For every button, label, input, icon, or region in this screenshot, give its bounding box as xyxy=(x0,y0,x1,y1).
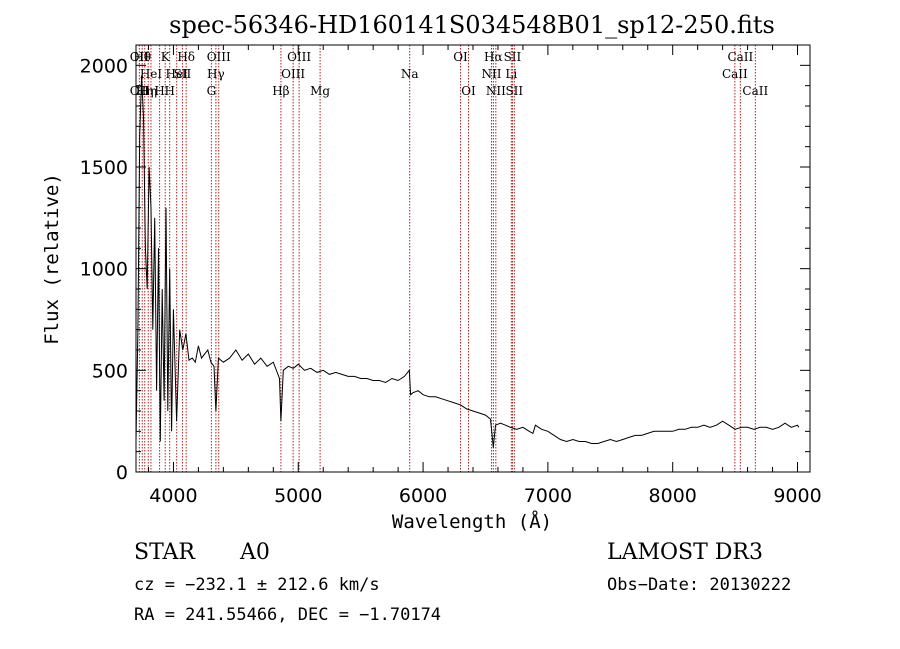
marker-label: CaII xyxy=(742,84,768,98)
chart-title: spec-56346-HD160141S034548B01_sp12-250.f… xyxy=(169,11,775,39)
survey-name: LAMOST DR3 xyxy=(607,540,763,565)
marker-label: HeI xyxy=(140,67,163,81)
redshift-text: cz = −232.1 ± 212.6 km/s xyxy=(134,575,380,595)
marker-label: K xyxy=(161,50,171,64)
y-tick-label: 2000 xyxy=(80,55,128,77)
object-subclass: A0 xyxy=(239,540,270,565)
spectrum-line xyxy=(135,75,800,448)
marker-label: NII xyxy=(481,67,501,81)
y-tick-label: 500 xyxy=(92,360,128,382)
marker-label: OIII xyxy=(281,67,305,81)
x-axis-label: Wavelength (Å) xyxy=(392,510,552,533)
y-axis-label: Flux (relative) xyxy=(41,173,63,345)
marker-label: Hδ xyxy=(177,50,195,64)
obs-date-text: Obs−Date: 20130222 xyxy=(607,575,791,595)
marker-label: SII xyxy=(174,67,192,81)
y-tick-label: 1500 xyxy=(80,157,128,179)
marker-label: Na xyxy=(401,67,419,81)
marker-label: CaII xyxy=(727,50,753,64)
marker-label: CaII xyxy=(722,67,748,81)
marker-label: Mg xyxy=(310,84,330,98)
marker-label: Hγ xyxy=(207,67,225,81)
marker-label: Hη xyxy=(136,84,154,98)
coords-text: RA = 241.55466, DEC = −1.70174 xyxy=(134,605,441,625)
marker-label: OI xyxy=(461,84,476,98)
x-tick-label: 6000 xyxy=(399,485,447,507)
marker-label: OI xyxy=(453,50,468,64)
marker-label: Hβ xyxy=(272,84,289,98)
marker-label: OIII xyxy=(287,50,311,64)
marker-label: H xyxy=(154,84,164,98)
y-axis-ticks: 0 500 1000 1500 2000 xyxy=(80,55,810,484)
marker-label: Hη xyxy=(139,84,157,98)
marker-label: SII xyxy=(504,50,522,64)
marker-label: SII xyxy=(505,84,523,98)
x-axis-ticks: 4000 5000 6000 7000 8000 9000 xyxy=(147,45,822,507)
x-tick-label: 8000 xyxy=(649,485,697,507)
marker-label: Hα xyxy=(484,50,503,64)
marker-label: Hθ xyxy=(133,50,151,64)
marker-labels: OIIOIIHθHηHηHeIHKHHeISIIHδGHγOIIIHβOIIIO… xyxy=(130,50,769,98)
x-tick-label: 5000 xyxy=(274,485,322,507)
marker-label: NII xyxy=(486,84,506,98)
marker-label: H xyxy=(164,84,174,98)
x-tick-label: 4000 xyxy=(149,485,197,507)
marker-label: OIII xyxy=(207,50,231,64)
x-tick-label: 9000 xyxy=(773,485,821,507)
x-tick-label: 7000 xyxy=(524,485,572,507)
marker-label: HeI xyxy=(166,67,189,81)
object-class: STAR xyxy=(134,540,196,565)
y-tick-label: 1000 xyxy=(80,259,128,281)
marker-label: G xyxy=(207,84,217,98)
y-tick-label: 0 xyxy=(116,462,128,484)
marker-label: OII xyxy=(130,50,150,64)
marker-label: Li xyxy=(505,67,517,81)
marker-label: OII xyxy=(130,84,150,98)
